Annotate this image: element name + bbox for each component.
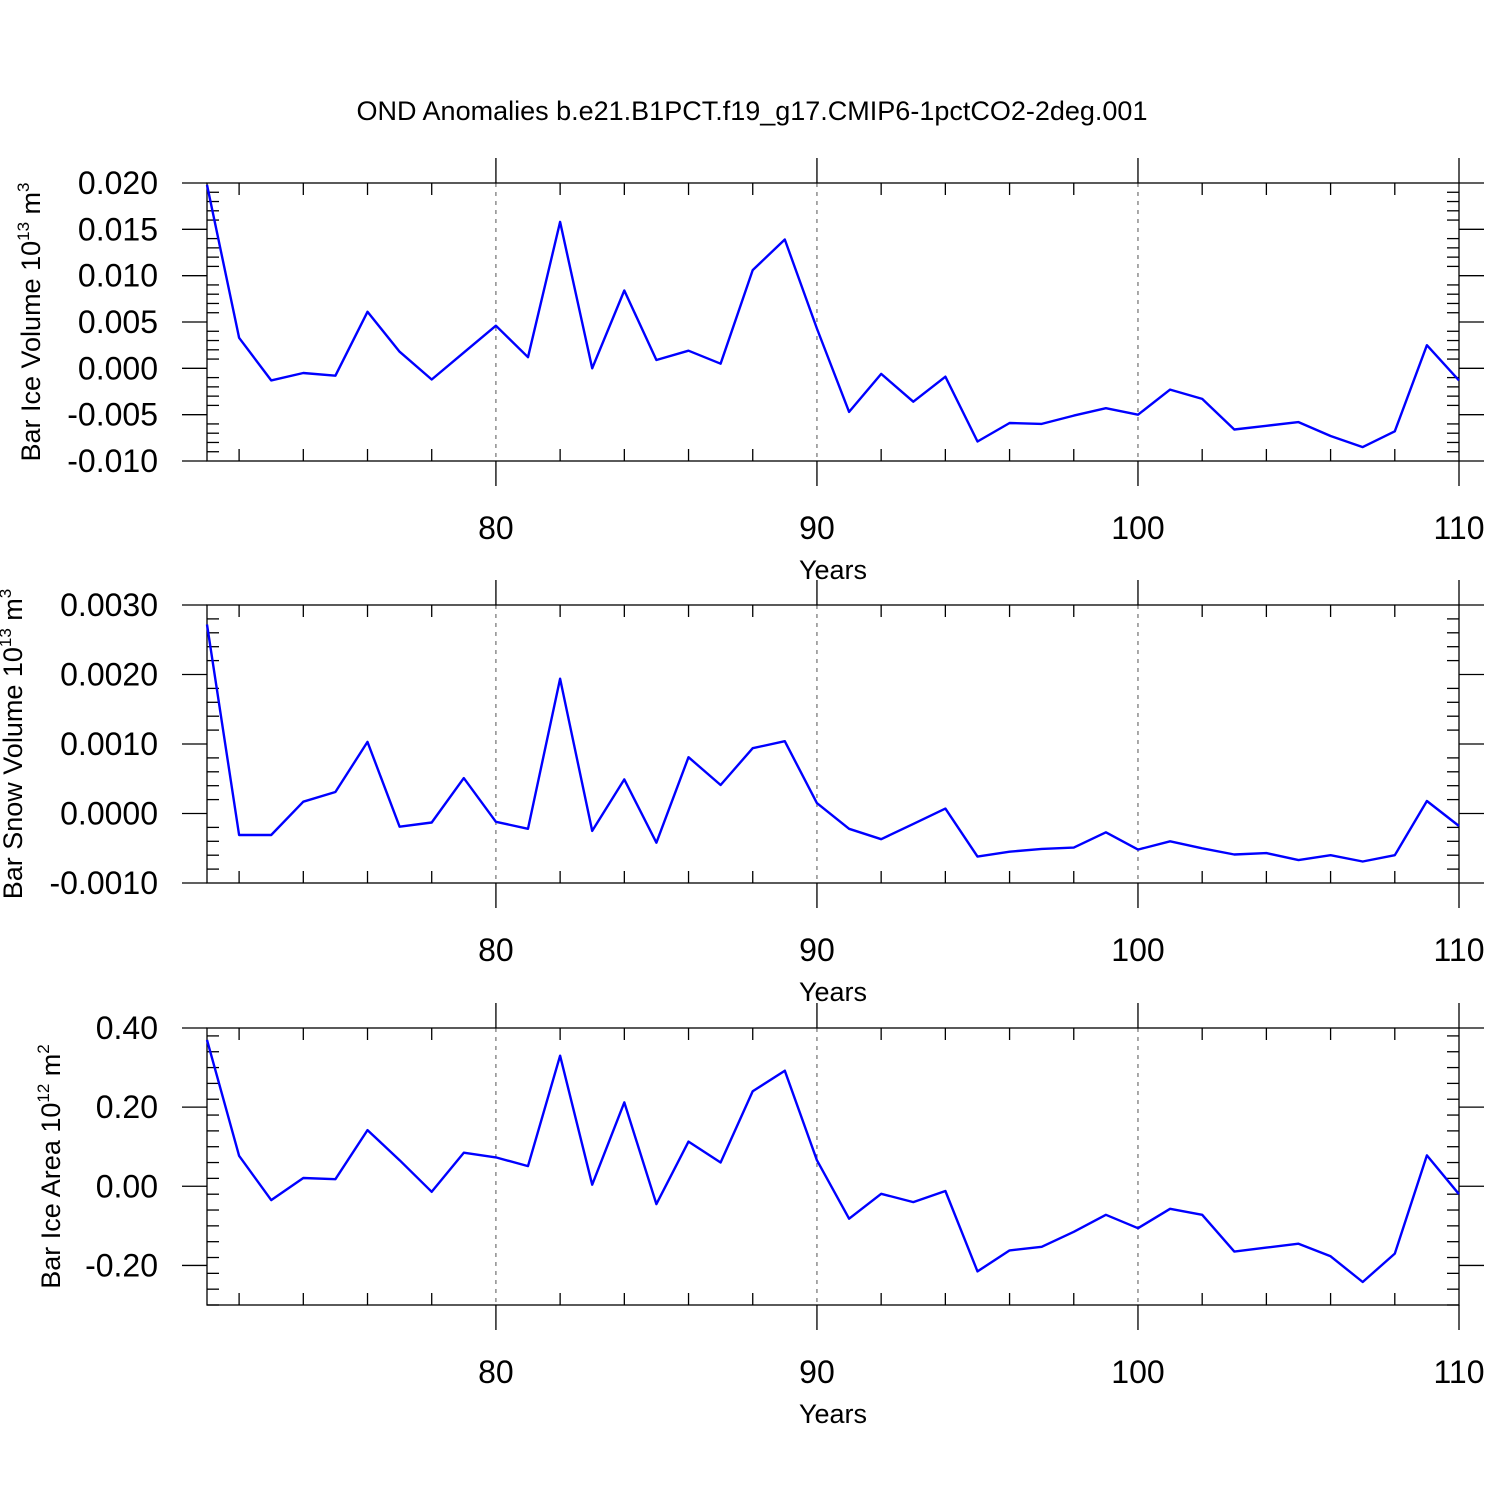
y-axis-label-superscript: 3 [14,182,33,191]
y-axis-label-superscript: 13 [0,628,15,647]
y-axis-label-superscript: 3 [0,589,15,598]
x-tick-label: 90 [799,932,835,968]
x-tick-label: 110 [1433,1354,1484,1390]
y-axis-label: Bar Snow Volume 1013 m3 [0,589,28,900]
x-tick-label: 100 [1111,932,1164,968]
y-tick-label: -0.20 [85,1247,158,1283]
y-axis-label-part: Bar Ice Volume 10 [16,241,46,462]
panel-1: 80 90 100 110 Years -0.010 -0.005 0.000 0.005 0.0… [14,158,1485,585]
x-tick-label: 100 [1111,1354,1164,1390]
y-tick-label: 0.0030 [60,587,158,623]
panel-2: 80 90 100 110 Years -0.0010 0.0000 0.0010 0.0020… [0,580,1485,1007]
y-tick-label: 0.015 [78,211,158,247]
y-axis-label-part: Bar Ice Area 10 [36,1103,66,1289]
series-line [205,1039,1460,1284]
y-axis-label-superscript: 13 [14,222,33,241]
x-tick-label: 110 [1433,510,1484,546]
y-tick-label: -0.0010 [49,865,158,901]
y-tick-label: 0.20 [96,1089,158,1125]
x-axis-label: Years [799,977,867,1007]
x-tick-label: 90 [799,1354,835,1390]
y-tick-label: -0.005 [67,397,158,433]
x-tick-label: 110 [1433,932,1484,968]
y-tick-label: 0.000 [78,350,158,386]
panel-3: 80 90 100 110 Years -0.20 0.00 0.20 0.40 Bar Ice … [34,1003,1485,1429]
x-tick-label: 80 [478,1354,514,1390]
series-line [205,624,1460,863]
x-tick-label: 100 [1111,510,1164,546]
y-tick-label: 0.0020 [60,657,158,693]
y-tick-label: -0.010 [67,443,158,479]
x-axis-label: Years [799,555,867,585]
y-axis-label-superscript: 12 [34,1084,53,1103]
y-tick-label: 0.00 [96,1168,158,1204]
y-tick-label: 0.010 [78,258,158,294]
y-axis-label-part: m [36,1054,66,1084]
x-tick-label: 80 [478,932,514,968]
x-tick-label: 80 [478,510,514,546]
y-tick-label: 0.0010 [60,726,158,762]
series-line [205,184,1460,449]
y-axis-label: Bar Ice Area 1012 m2 [34,1044,66,1289]
x-axis-label: Years [799,1399,867,1429]
y-axis-label-superscript: 2 [34,1044,53,1053]
y-axis-label-part: m [0,598,28,628]
panels: 80 90 100 110 Years -0.010 -0.005 0.000 0.005 0.0… [0,158,1485,1429]
figure-title: OND Anomalies b.e21.B1PCT.f19_g17.CMIP6-… [357,96,1148,126]
y-axis-label-part: m [16,192,46,222]
y-tick-label: 0.020 [78,165,158,201]
x-tick-label: 90 [799,510,835,546]
plot-frame [206,1027,1460,1306]
y-tick-label: 0.0000 [60,796,158,832]
y-axis-label-part: Bar Snow Volume 10 [0,647,28,899]
y-axis-label: Bar Ice Volume 1013 m3 [14,182,46,461]
y-tick-label: 0.40 [96,1010,158,1046]
y-tick-label: 0.005 [78,304,158,340]
